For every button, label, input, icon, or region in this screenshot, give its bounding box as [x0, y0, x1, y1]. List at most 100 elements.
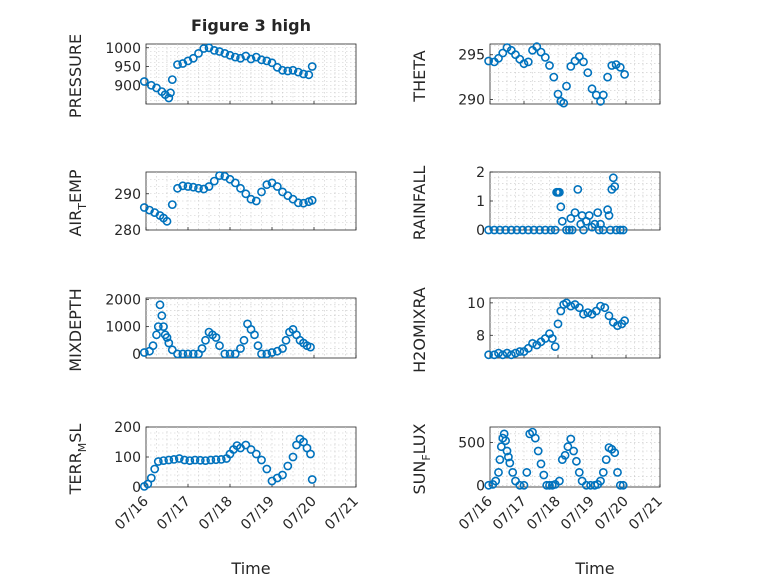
data-point [195, 455, 205, 465]
data-point [167, 200, 177, 209]
subplot-air-temp: 280 290 AIRTEMP [66, 169, 357, 239]
y-tick-label: 2 [476, 165, 485, 181]
data-point [262, 56, 272, 66]
data-point [540, 225, 550, 235]
data-point [579, 57, 588, 67]
data-point [146, 473, 156, 483]
data-point [236, 344, 245, 353]
data-point [484, 350, 493, 360]
data-point [498, 48, 508, 58]
data-point [555, 187, 564, 197]
data-point [278, 65, 287, 75]
subplot-pressure: 900 950 1000 PRESSURE [66, 34, 357, 118]
data-point [190, 455, 200, 465]
data-point [162, 216, 172, 226]
data-point [215, 341, 224, 351]
data-point [559, 98, 569, 108]
data-point [162, 333, 172, 342]
data-point [188, 182, 198, 192]
data-point [495, 225, 505, 235]
data-point [620, 316, 629, 326]
data-point [523, 57, 533, 67]
data-point [560, 450, 570, 460]
data-point [501, 436, 510, 446]
data-point [570, 208, 580, 217]
data-point [539, 470, 549, 480]
data-point [230, 52, 240, 62]
data-point [157, 311, 167, 321]
data-point [278, 470, 287, 480]
data-point [139, 77, 149, 86]
data-point [194, 49, 203, 58]
data-point [173, 349, 182, 359]
data-point [251, 449, 261, 459]
data-point [293, 198, 303, 208]
y-tick-label: 0 [476, 478, 485, 494]
data-point [253, 341, 263, 351]
data-point [306, 449, 315, 459]
data-point [549, 72, 559, 82]
y-tick-label: 1000 [105, 320, 141, 336]
data-point [153, 322, 163, 331]
data-point [225, 50, 235, 60]
data-point [562, 225, 571, 235]
data-point [523, 225, 533, 235]
y-tick-label: 2000 [105, 292, 141, 308]
data-point [225, 349, 235, 359]
y-tick-label: 280 [114, 223, 141, 239]
data-point [566, 213, 576, 223]
data-point [484, 480, 493, 490]
data-point [503, 452, 513, 462]
data-point [574, 52, 584, 61]
y-tick-label: 100 [114, 450, 141, 466]
data-point [201, 456, 210, 465]
data-point [598, 467, 608, 477]
y-tick-label: 0 [132, 480, 141, 496]
data-point [174, 454, 184, 463]
data-point [299, 198, 308, 208]
data-point [180, 455, 189, 465]
data-point [601, 455, 611, 464]
data-point [185, 456, 195, 465]
data-point [555, 476, 564, 486]
data-point [288, 65, 298, 75]
data-point [556, 202, 566, 212]
y-tick-label: 200 [114, 420, 141, 436]
data-point [604, 311, 614, 321]
data-point [502, 348, 512, 358]
data-point [610, 182, 620, 191]
data-point [620, 70, 629, 79]
data-point [536, 47, 546, 57]
y-axis-label: PRESSURE [66, 34, 85, 118]
y-tick-label: 1 [476, 194, 485, 210]
data-point [583, 68, 593, 78]
data-point [283, 66, 293, 76]
data-point [511, 348, 520, 358]
data-point [613, 467, 622, 477]
data-point [613, 321, 622, 330]
data-point [209, 46, 219, 55]
data-point [194, 183, 203, 193]
data-point [553, 89, 563, 99]
data-point [484, 56, 493, 66]
data-point [535, 225, 544, 235]
data-point [159, 456, 168, 465]
data-point [593, 208, 603, 217]
data-point [178, 181, 188, 191]
data-point [583, 308, 593, 317]
y-axis-label: AIRTEMP [66, 169, 89, 236]
x-axis-label-right: Time [574, 559, 614, 578]
data-point [167, 345, 177, 355]
data-point [546, 225, 556, 235]
data-point [606, 225, 615, 235]
data-point [183, 349, 193, 359]
data-point [241, 189, 251, 199]
data-point [262, 349, 272, 359]
data-point [530, 433, 540, 443]
y-tick-label: 500 [458, 435, 485, 451]
data-point [262, 180, 272, 190]
subplot-mixdepth: 0 1000 2000 MIXDEPTH [66, 288, 357, 372]
data-point [494, 53, 503, 63]
y-tick-label: 1000 [105, 41, 141, 57]
data-point [508, 467, 518, 477]
